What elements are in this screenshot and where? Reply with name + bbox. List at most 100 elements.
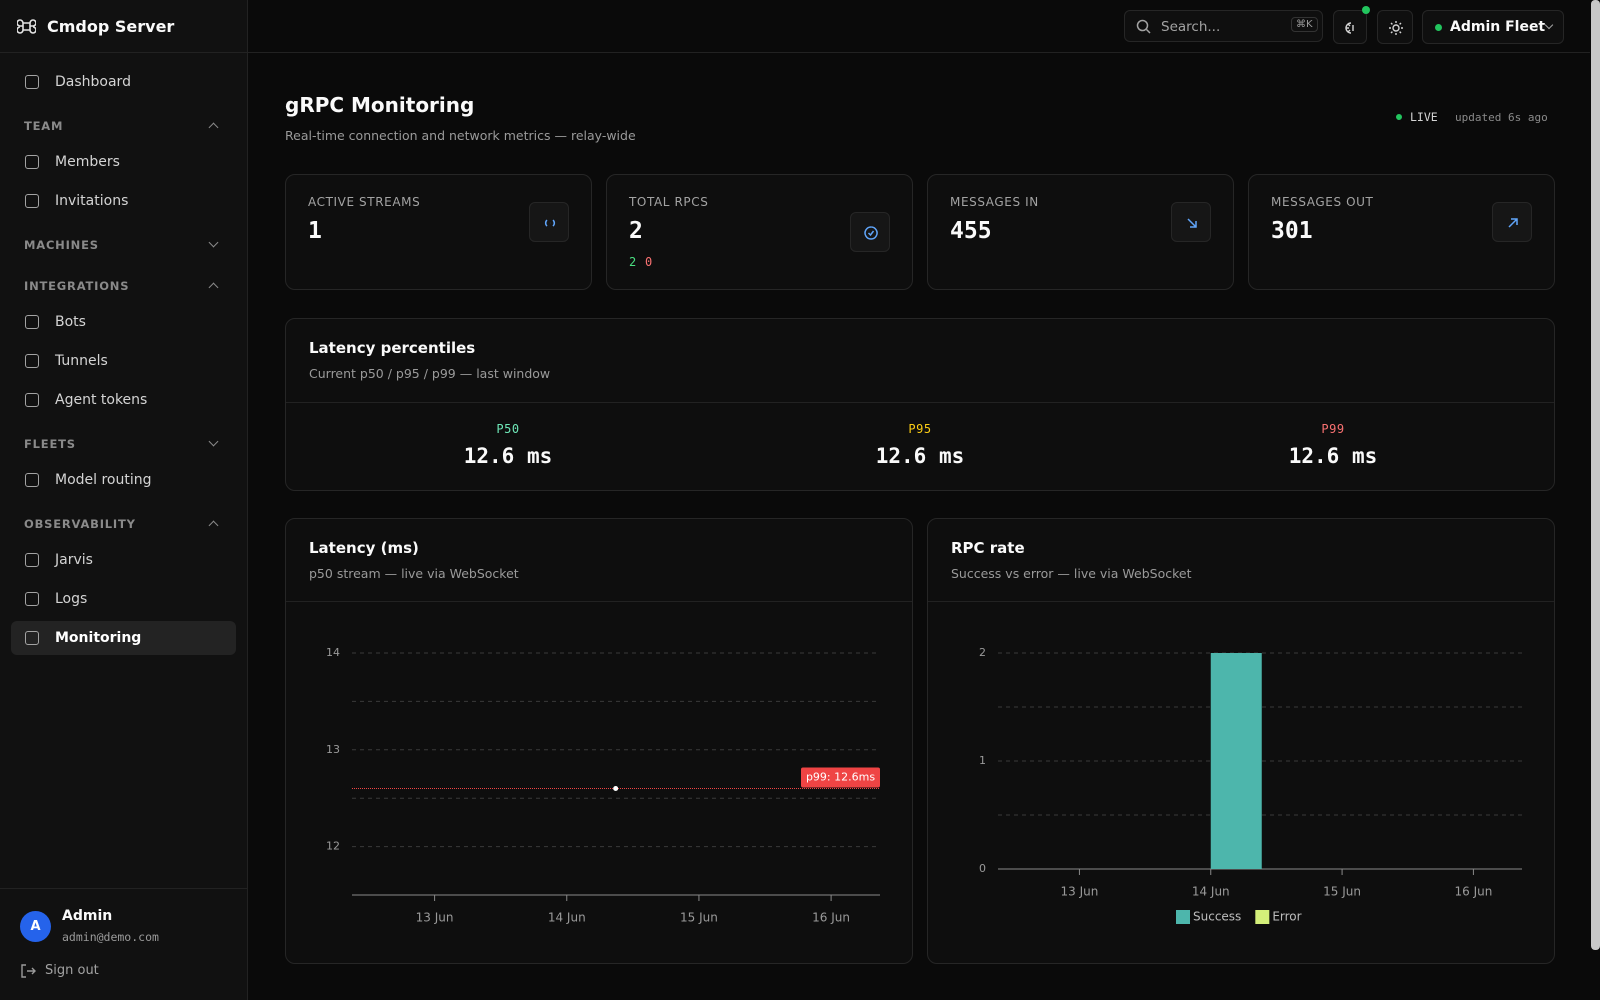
legend-label: Error (1272, 910, 1301, 924)
percentiles-card: Latency percentiles Current p50 / p95 / … (285, 318, 1555, 491)
nav-icon (25, 473, 39, 487)
scrollbar (1591, 0, 1600, 950)
user-email: admin@demo.com (62, 930, 159, 944)
sidebar: Cmdop Server A Admin admin@demo.com Sign… (0, 0, 248, 1000)
stat-icon (1492, 202, 1532, 242)
icon (1508, 218, 1518, 228)
nav-icon (25, 393, 39, 407)
x-tick-label: 14 Jun (1192, 885, 1230, 899)
nav-item[interactable]: Members (55, 154, 120, 170)
stat-value: 1 (308, 218, 322, 244)
stat-value: 2 (629, 218, 643, 244)
chart-subtitle: p50 stream — live via WebSocket (309, 566, 519, 581)
legend-label: Success (1193, 910, 1241, 924)
notifications-button[interactable] (1333, 10, 1367, 44)
stat-card: ACTIVE STREAMS 1 (285, 174, 592, 290)
sign-out-icon (21, 964, 36, 978)
account-name: Admin Fleet (1450, 19, 1546, 35)
nav-icon (25, 315, 39, 329)
shortcut: ⌘K (1291, 17, 1318, 32)
nav-item[interactable]: Agent tokens (55, 392, 148, 408)
x-tick-label: 13 Jun (1061, 885, 1099, 899)
stat-label: TOTAL RPCS (629, 195, 709, 209)
divider (0, 52, 248, 53)
stat-icon (850, 212, 890, 252)
error-count: 0 (645, 255, 653, 269)
page-title: gRPC Monitoring (285, 93, 475, 117)
nav-icon (25, 194, 39, 208)
nav-item[interactable]: Monitoring (55, 630, 142, 646)
section-header[interactable]: INTEGRATIONS (24, 279, 130, 293)
section-header[interactable]: MACHINES (24, 238, 99, 252)
chart-card: RPC rate Success vs error — live via WebS… (927, 518, 1555, 964)
stat-icon (529, 202, 569, 242)
stat-card: MESSAGES IN 455 (927, 174, 1234, 290)
reference-label: p99: 12.6ms (806, 771, 875, 784)
icon-shape (1187, 218, 1197, 228)
success-count: 2 (629, 255, 637, 269)
stat-icon (1171, 202, 1211, 242)
legend-swatch (1255, 910, 1270, 924)
nav-icon (25, 75, 39, 89)
icon (544, 219, 556, 227)
section-header[interactable]: OBSERVABILITY (24, 517, 136, 531)
search-box[interactable]: Search... ⌘K (1124, 10, 1323, 42)
nav-item[interactable]: Model routing (55, 472, 152, 488)
section-chevron (208, 436, 219, 447)
section-chevron (208, 122, 219, 133)
sign-out[interactable]: Sign out (45, 963, 99, 978)
nav-icon (25, 631, 39, 645)
x-tick-label: 14 Jun (548, 911, 586, 925)
theme-button[interactable] (1377, 10, 1413, 44)
x-tick-label: 13 Jun (416, 911, 454, 925)
y-tick-label: 1 (979, 754, 986, 767)
section-header[interactable]: FLEETS (24, 437, 76, 451)
topbar-divider (248, 52, 1590, 53)
account-switcher[interactable]: Admin Fleet (1422, 10, 1564, 44)
nav-item[interactable]: Jarvis (55, 552, 93, 568)
x-tick-label: 15 Jun (1323, 885, 1361, 899)
chart-subtitle: Success vs error — live via WebSocket (951, 566, 1192, 581)
notification-dot (1362, 6, 1370, 14)
user-name: Admin (62, 908, 113, 924)
section-chevron (208, 520, 219, 531)
chevron (1544, 20, 1554, 30)
card-subtitle: Current p50 / p95 / p99 — last window (309, 366, 551, 381)
active-highlight (11, 621, 236, 655)
divider (286, 402, 1554, 403)
chart-card: Latency (ms) p50 stream — live via WebSoc… (285, 518, 913, 964)
section-chevron (208, 237, 219, 248)
stat-label: MESSAGES IN (950, 195, 1039, 209)
nav-item[interactable]: Invitations (55, 193, 129, 209)
chart: 12 13 14 13 Jun 14 Jun 15 Jun 16 Jun p99: 12.6m… (326, 646, 880, 925)
chart-title: RPC rate (951, 539, 1025, 557)
reference-label-bg (801, 767, 880, 788)
nav-item[interactable]: Dashboard (55, 74, 131, 90)
x-tick-label: 16 Jun (812, 911, 850, 925)
status-dot (1435, 24, 1442, 31)
nav-item[interactable]: Tunnels (55, 353, 108, 369)
divider (0, 888, 248, 889)
page-subtitle: Real-time connection and network metrics… (285, 128, 636, 143)
x-tick-label: 15 Jun (680, 911, 718, 925)
stat-value: 301 (1271, 218, 1313, 244)
icon (864, 226, 878, 240)
chart-title: Latency (ms) (309, 539, 419, 557)
avatar: A (20, 911, 51, 942)
section-header[interactable]: TEAM (24, 119, 64, 133)
section-chevron (208, 282, 219, 293)
percentile-label: P50 (496, 422, 520, 436)
data-point (613, 786, 619, 792)
brand-logo (17, 19, 36, 34)
nav-item[interactable]: Bots (55, 314, 86, 330)
icon (1187, 218, 1197, 228)
chart: 0 1 2 13 Jun 14 Jun 15 Jun 16 Jun Success Error (979, 646, 1522, 924)
divider (928, 601, 1554, 602)
nav-item[interactable]: Logs (55, 591, 88, 607)
search-icon (1136, 19, 1151, 34)
y-tick-label: 14 (326, 646, 340, 659)
icon-shape (864, 226, 878, 240)
icon-shape (1508, 218, 1518, 228)
